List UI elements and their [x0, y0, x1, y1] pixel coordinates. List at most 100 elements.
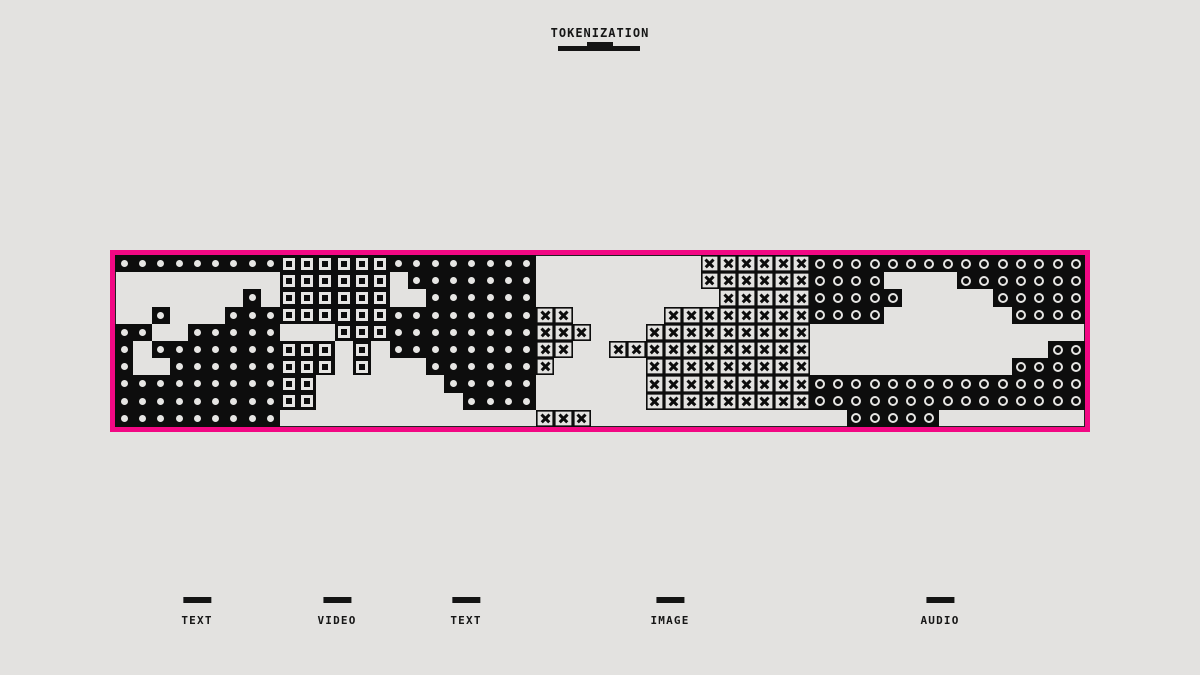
video-token-cell	[371, 272, 390, 290]
text-token-cell-glyph	[248, 311, 256, 319]
empty-cell	[1048, 410, 1066, 427]
modality-label: TEXT	[181, 614, 213, 627]
empty-cell	[810, 358, 828, 375]
audio-token-cell	[956, 375, 976, 393]
modality-marker-dash	[451, 597, 480, 603]
text-token-cell	[151, 392, 170, 410]
empty-cell	[884, 324, 902, 341]
text-token-cell	[462, 289, 482, 307]
video-token-cell-glyph	[282, 274, 295, 287]
empty-cell	[335, 410, 353, 427]
audio-token-cell-glyph	[1015, 361, 1026, 372]
image-token-cell	[737, 341, 756, 359]
text-token-cell-glyph	[193, 397, 201, 405]
text-token-cell	[407, 306, 427, 324]
empty-cell	[957, 324, 975, 341]
audio-token-cell	[1030, 306, 1049, 324]
image-token-cell	[773, 323, 793, 341]
image-token-cell	[682, 392, 701, 410]
image-token-cell	[645, 375, 665, 393]
text-token-cell	[169, 409, 189, 427]
audio-token-cell	[1030, 255, 1049, 273]
audio-token-cell-glyph	[906, 258, 917, 269]
empty-cell	[902, 307, 920, 324]
audio-token-cell-glyph	[906, 413, 917, 424]
empty-cell	[682, 272, 700, 289]
text-token-cell	[481, 272, 500, 290]
text-token-cell-glyph	[486, 328, 494, 336]
empty-cell	[957, 341, 975, 358]
empty-cell	[390, 289, 408, 306]
audio-token-cell	[901, 255, 921, 273]
audio-token-cell	[828, 255, 848, 273]
empty-cell	[810, 341, 828, 358]
text-token-cell-glyph	[230, 363, 238, 371]
empty-cell	[884, 307, 902, 324]
image-token-cell	[773, 272, 793, 290]
video-token-cell-glyph	[356, 257, 369, 270]
text-token-cell-glyph	[212, 380, 220, 388]
empty-cell	[591, 307, 609, 324]
image-token-cell	[792, 306, 811, 324]
audio-token-cell-glyph	[869, 378, 880, 389]
image-token-cell	[773, 341, 793, 359]
empty-cell	[939, 272, 957, 289]
text-token-cell-glyph	[120, 346, 128, 354]
empty-cell	[1030, 324, 1048, 341]
audio-token-cell	[1066, 375, 1085, 393]
empty-cell	[390, 410, 408, 427]
audio-token-cell-glyph	[1052, 361, 1063, 372]
image-token-cell-glyph	[540, 361, 551, 372]
empty-cell	[499, 410, 517, 427]
audio-token-cell	[865, 375, 884, 393]
text-token-cell-glyph	[504, 397, 512, 405]
audio-token-cell-glyph	[869, 275, 880, 286]
audio-token-cell-glyph	[887, 378, 898, 389]
audio-token-cell-glyph	[924, 396, 935, 407]
text-token-cell	[133, 255, 152, 273]
text-token-cell	[444, 255, 463, 273]
text-token-cell-glyph	[431, 346, 439, 354]
audio-token-cell	[865, 306, 884, 324]
audio-token-cell	[956, 392, 976, 410]
image-token-cell	[792, 255, 811, 273]
text-token-cell	[499, 306, 518, 324]
empty-cell	[646, 289, 664, 306]
audio-token-cell	[810, 272, 829, 290]
text-token-cell-glyph	[267, 363, 275, 371]
text-token-cell-glyph	[395, 328, 403, 336]
text-token-cell-glyph	[120, 260, 128, 268]
audio-token-cell-glyph	[1070, 396, 1081, 407]
text-token-cell-glyph	[175, 363, 183, 371]
image-token-cell-glyph	[741, 396, 752, 407]
video-token-cell-glyph	[337, 309, 350, 322]
empty-cell	[646, 272, 664, 289]
title-underline-notch	[587, 42, 613, 51]
audio-token-cell-glyph	[1070, 292, 1081, 303]
image-token-cell	[773, 306, 793, 324]
text-token-cell-glyph	[230, 260, 238, 268]
audio-token-cell-glyph	[814, 378, 825, 389]
text-token-cell	[517, 255, 536, 273]
audio-token-cell	[828, 289, 848, 307]
image-token-cell-glyph	[778, 344, 789, 355]
video-token-cell-glyph	[282, 377, 295, 390]
video-token-cell-glyph	[374, 291, 387, 304]
audio-token-cell	[828, 272, 848, 290]
video-token-cell-glyph	[282, 343, 295, 356]
image-token-cell-glyph	[741, 310, 752, 321]
text-token-cell-glyph	[193, 346, 201, 354]
empty-cell	[133, 307, 151, 324]
text-token-cell-glyph	[450, 363, 458, 371]
image-token-cell	[773, 289, 793, 307]
empty-cell	[719, 410, 737, 427]
text-token-cell-glyph	[523, 311, 531, 319]
text-token-cell	[462, 375, 482, 393]
empty-cell	[920, 307, 938, 324]
audio-token-cell-glyph	[942, 258, 953, 269]
empty-cell	[975, 289, 993, 306]
image-token-cell	[700, 392, 719, 410]
modality-text-0: TEXT	[181, 597, 212, 627]
image-token-cell	[700, 323, 719, 341]
video-token-cell	[334, 306, 353, 324]
